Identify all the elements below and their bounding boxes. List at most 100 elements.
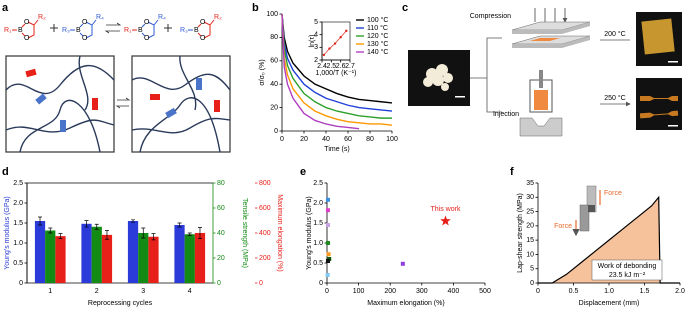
y-tick-label: 40 (217, 230, 225, 237)
ring-atom: O (24, 35, 30, 42)
bond (91, 19, 97, 26)
substituent: R₃ (180, 27, 188, 34)
x-tick-label: 0.5 (569, 288, 579, 295)
marker (400, 261, 405, 266)
ring (141, 21, 155, 39)
y-tick-label: 40 (270, 81, 278, 88)
ring-atom: O (144, 19, 150, 26)
y-tick-label: 0 (259, 280, 263, 287)
boron: B (194, 27, 199, 34)
bar (101, 234, 113, 283)
curve (538, 195, 680, 284)
y-tick-label: 2.0 (13, 200, 23, 207)
ring-atom: O (144, 35, 150, 42)
axis-title: 1,000/T (K⁻¹) (316, 70, 357, 77)
x-tick-label: 2.0 (675, 288, 685, 295)
bar (127, 221, 139, 283)
specimen (576, 185, 601, 235)
error-bar (48, 227, 53, 234)
x-tick-label: 500 (479, 288, 491, 295)
temperature-label: 200 °C (604, 30, 625, 38)
x-tick-label: 300 (416, 288, 428, 295)
ring (21, 21, 35, 39)
line (281, 13, 360, 130)
line (281, 13, 393, 104)
star-marker (440, 215, 451, 226)
legend-label: 110 °C (367, 24, 388, 32)
y-tick-label: 0 (530, 280, 534, 287)
error-bar (58, 233, 63, 239)
y-tick-label: 1.5 (13, 220, 23, 227)
panel-label: a (2, 2, 9, 14)
bond (33, 19, 39, 26)
y-tick-label: 60 (217, 205, 225, 212)
y-tick-label: 600 (259, 205, 271, 212)
diagram-c: Compression Injection 200 °C 250 °C (408, 8, 682, 137)
x-tick-label: 3 (141, 288, 145, 295)
y-tick-label: 1.0 (313, 240, 323, 247)
error-bar (187, 232, 192, 236)
axis-title: Lap-shear strength (MPa) (517, 193, 524, 273)
y-tick-label: 15 (526, 237, 534, 244)
legend-label: 120 °C (367, 32, 388, 40)
y-tick-label: 80 (270, 34, 278, 41)
ring (79, 21, 93, 39)
y-tick-label: 100 (266, 11, 278, 18)
y-tick-label: 800 (259, 180, 271, 187)
y-tick-label: 1.0 (13, 240, 23, 247)
panel-label: e (300, 166, 306, 178)
substituent: R₂ (38, 14, 46, 21)
bar (148, 236, 159, 283)
x-tick-label: 1 (48, 288, 52, 295)
x-tick-label: 2.5 (326, 63, 336, 70)
marker (339, 36, 342, 39)
error-bar (38, 216, 43, 226)
diagram-a (5, 22, 231, 153)
panel-label: b (252, 2, 259, 14)
panel-label: d (2, 166, 9, 178)
ring-atom: O (82, 19, 88, 26)
axis-title: Young's modulus (GPa) (4, 196, 11, 269)
bar (81, 223, 92, 283)
y-tick-label: 25 (526, 208, 534, 215)
bond (209, 19, 215, 26)
force-label: Force (604, 190, 622, 197)
y-tick-label: 2.5 (313, 180, 323, 187)
x-tick-label: 1.5 (640, 288, 650, 295)
bar (55, 236, 66, 283)
x-tick-label: 0 (325, 288, 329, 295)
x-tick-label: 200 (384, 288, 396, 295)
error-bar (94, 223, 99, 230)
label-box (591, 259, 663, 281)
y-tick-label: 200 (259, 255, 271, 262)
bar (194, 233, 206, 283)
error-bar (177, 222, 182, 228)
bar (174, 225, 185, 283)
y-tick-label: 5 (530, 266, 534, 273)
y-tick-label: 60 (270, 58, 278, 65)
substituent: R₄ (96, 14, 104, 21)
force-label: Force (554, 223, 572, 230)
y-tick-label: 1.5 (313, 220, 323, 227)
work-value: 23.5 kJ m⁻² (609, 272, 646, 279)
y-tick-label: 35 (526, 180, 534, 187)
axis-title: Time (s) (324, 146, 349, 153)
marker (345, 29, 348, 33)
x-tick-label: 0 (280, 136, 284, 143)
y-tick-label: 80 (217, 180, 225, 187)
error-bar (141, 227, 146, 239)
axis-title: σ/σ₀ (%) (259, 59, 266, 85)
marker (325, 241, 330, 245)
marker (325, 273, 330, 277)
axis-title: Reprocessing cycles (88, 300, 153, 307)
x-tick-label: 20 (300, 136, 308, 143)
ring-atom: O (82, 35, 88, 42)
panel-label: f (510, 166, 514, 178)
bar (138, 233, 149, 283)
bar (34, 221, 46, 283)
bar (45, 230, 56, 283)
annotation: This work (431, 206, 461, 213)
error-bar (151, 233, 156, 241)
bar (91, 226, 102, 283)
ring-atom: O (200, 19, 206, 26)
